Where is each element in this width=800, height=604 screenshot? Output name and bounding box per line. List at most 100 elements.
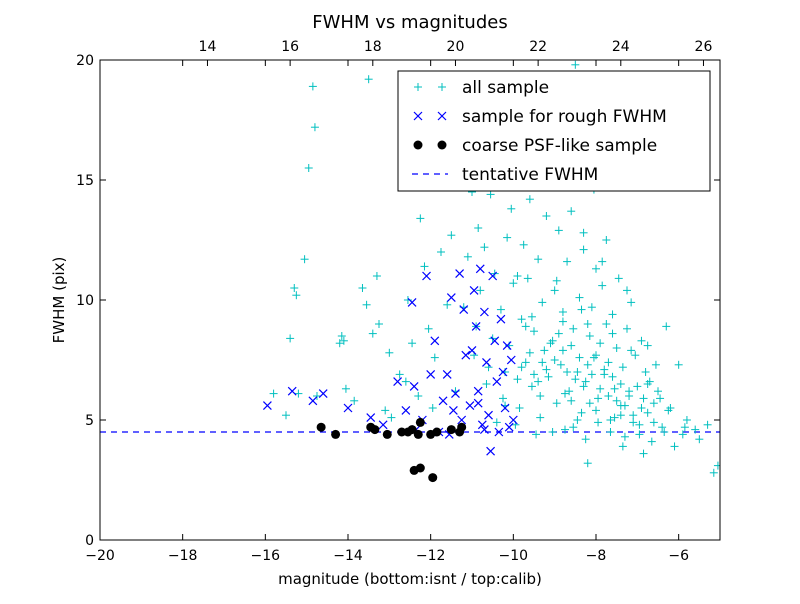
all-sample-point xyxy=(598,281,607,290)
rough-fwhm-point xyxy=(467,345,477,355)
all-sample-point xyxy=(544,372,553,381)
rough-fwhm-point-b xyxy=(446,293,456,303)
all-sample-point xyxy=(527,312,536,321)
all-sample-point xyxy=(558,346,567,355)
all-sample-point xyxy=(313,392,321,400)
all-sample-point xyxy=(575,293,584,302)
rough-fwhm-point xyxy=(426,369,436,379)
all-sample-point xyxy=(387,413,396,422)
top-axis-tick-label: 14 xyxy=(199,39,217,55)
all-sample-point xyxy=(375,320,383,328)
rough-fwhm-point-b xyxy=(473,386,483,396)
all-sample-point xyxy=(583,459,592,468)
rough-fwhm-point xyxy=(482,357,491,367)
all-sample-point xyxy=(556,360,565,369)
all-sample-point xyxy=(558,317,567,326)
psf-like-point xyxy=(382,429,392,439)
rough-fwhm-point-b xyxy=(490,336,500,346)
rough-fwhm-point xyxy=(409,381,419,391)
all-sample-point xyxy=(385,348,394,357)
all-sample-point xyxy=(610,413,619,422)
all-sample-point xyxy=(627,346,636,355)
all-sample-point xyxy=(649,418,658,427)
axes: −20 −18 −16 −14 −12 −10 −8 −6 0 5 10 15 20 14 16 18 20 22… xyxy=(76,39,721,564)
rough-fwhm-point-b xyxy=(448,405,458,415)
all-sample-point xyxy=(635,430,644,439)
y-tick-label: 5 xyxy=(85,413,94,429)
rough-fwhm-point-b xyxy=(506,355,516,365)
all-sample-point xyxy=(639,394,648,403)
all-sample-point xyxy=(548,428,557,436)
y-axis-title: FWHM (pix) xyxy=(50,257,68,344)
all-sample-point xyxy=(563,257,572,266)
all-sample-point xyxy=(480,243,489,252)
top-axis-tick-label: 16 xyxy=(281,39,299,55)
all-sample-point xyxy=(492,418,501,427)
all-sample-point xyxy=(569,423,578,432)
top-axis-tick-label: 22 xyxy=(529,39,547,55)
all-sample-point xyxy=(521,322,530,331)
all-sample-point xyxy=(641,368,650,376)
all-sample-point xyxy=(395,370,404,379)
rough-fwhm-point xyxy=(461,350,471,360)
all-sample-point xyxy=(420,262,429,271)
all-sample-point xyxy=(627,298,636,307)
all-sample-point xyxy=(428,404,437,412)
all-sample-point xyxy=(515,404,524,412)
rough-fwhm-point-b xyxy=(422,271,431,281)
rough-fwhm-point xyxy=(451,389,460,399)
all-sample-point xyxy=(463,252,472,261)
all-sample-point xyxy=(509,279,518,288)
rough-fwhm-point-b xyxy=(479,425,489,435)
rough-fwhm-point xyxy=(308,396,318,406)
all-sample-point xyxy=(662,322,671,331)
all-sample-point xyxy=(571,60,580,69)
rough-fwhm-point xyxy=(498,367,508,377)
chart-title: FWHM vs magnitudes xyxy=(312,12,507,33)
all-sample-point xyxy=(598,257,607,266)
legend-marker-psf-like xyxy=(413,140,423,150)
rough-fwhm-point-b xyxy=(409,381,419,391)
rough-fwhm-point xyxy=(471,321,481,331)
rough-fwhm-point xyxy=(448,405,458,415)
rough-fwhm-point-b xyxy=(426,369,436,379)
legend-marker-rough-fwhm-b xyxy=(413,111,423,121)
all-sample-point xyxy=(507,204,516,213)
all-sample-point xyxy=(525,195,534,204)
all-sample-point xyxy=(530,327,538,336)
rough-fwhm-point-b xyxy=(484,410,493,420)
all-sample-point xyxy=(656,394,665,403)
all-sample-point xyxy=(602,320,611,328)
rough-fwhm-point xyxy=(457,415,467,425)
x-tick-label: −16 xyxy=(251,548,281,564)
rough-fwhm-point xyxy=(486,446,496,456)
all-sample-point xyxy=(536,413,545,422)
all-sample-point xyxy=(358,284,367,292)
psf-like-point xyxy=(446,425,456,435)
rough-fwhm-point xyxy=(473,398,483,408)
all-sample-point xyxy=(569,324,578,333)
rough-fwhm-point-b xyxy=(504,422,514,432)
all-sample-point xyxy=(523,274,532,283)
legend-marker-all-sample xyxy=(414,83,422,91)
all-sample-point xyxy=(542,365,551,374)
psf-like-point xyxy=(432,427,442,437)
psf-like-point xyxy=(413,429,423,439)
all-sample-point xyxy=(368,329,377,338)
all-sample-point xyxy=(658,423,667,432)
all-sample-point xyxy=(660,428,669,436)
all-sample-point xyxy=(513,375,522,384)
rough-fwhm-point xyxy=(494,427,504,437)
legend-label-psf-like: coarse PSF-like sample xyxy=(462,136,657,156)
all-sample-point xyxy=(424,324,433,333)
all-sample-point xyxy=(563,368,572,376)
rough-fwhm-point-b xyxy=(471,321,481,331)
all-sample-point xyxy=(618,442,627,451)
all-sample-point xyxy=(709,468,718,477)
all-sample-point xyxy=(592,406,600,415)
rough-fwhm-point-b xyxy=(461,350,471,360)
legend-frame xyxy=(397,70,711,192)
all-sample-point xyxy=(414,392,423,400)
rough-fwhm-point xyxy=(465,401,475,411)
rough-fwhm-point xyxy=(442,369,452,379)
